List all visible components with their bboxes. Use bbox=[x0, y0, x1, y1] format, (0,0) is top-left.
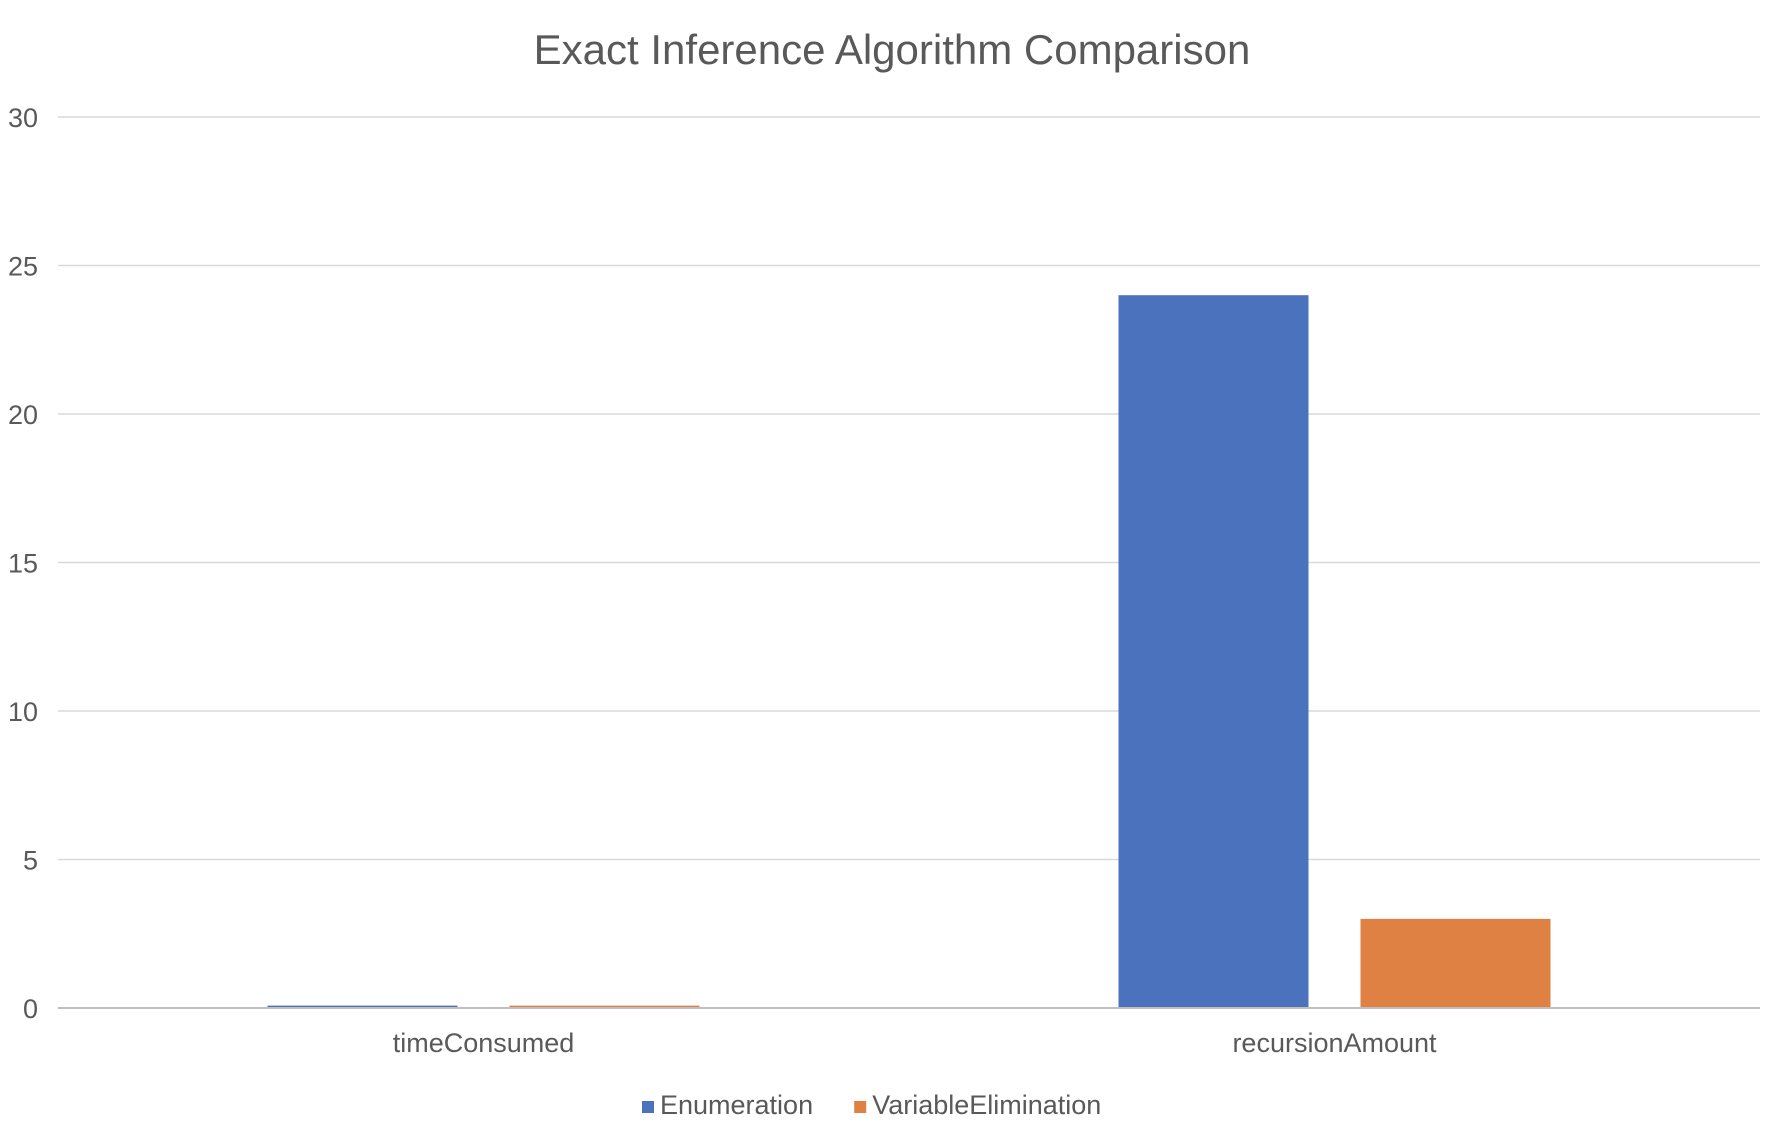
x-tick-label: recursionAmount bbox=[1232, 1028, 1437, 1058]
legend: Enumeration VariableElimination bbox=[642, 1090, 1101, 1120]
bar-Enumeration-timeConsumed bbox=[267, 1005, 458, 1008]
y-tick-label: 20 bbox=[8, 400, 38, 430]
x-axis-ticks: timeConsumed recursionAmount bbox=[393, 1028, 1437, 1058]
y-axis-ticks: 0 5 10 15 20 25 30 bbox=[8, 103, 38, 1024]
legend-label: Enumeration bbox=[660, 1090, 813, 1120]
legend-swatch-Enumeration bbox=[642, 1101, 654, 1113]
bar-VariableElimination-recursionAmount bbox=[1360, 918, 1551, 1008]
y-tick-label: 25 bbox=[8, 252, 38, 282]
y-tick-label: 15 bbox=[8, 549, 38, 579]
gridlines bbox=[58, 116, 1760, 861]
x-tick-label: timeConsumed bbox=[393, 1028, 575, 1058]
bar-Enumeration-recursionAmount bbox=[1118, 295, 1309, 1008]
chart-title: Exact Inference Algorithm Comparison bbox=[534, 26, 1251, 73]
legend-label: VariableElimination bbox=[872, 1090, 1101, 1120]
y-tick-label: 10 bbox=[8, 697, 38, 727]
y-tick-label: 30 bbox=[8, 103, 38, 133]
bar-VariableElimination-timeConsumed bbox=[509, 1005, 700, 1008]
y-tick-label: 5 bbox=[23, 846, 38, 876]
bars bbox=[267, 295, 1551, 1008]
legend-swatch-VariableElimination bbox=[854, 1101, 867, 1113]
y-tick-label: 0 bbox=[23, 994, 38, 1024]
